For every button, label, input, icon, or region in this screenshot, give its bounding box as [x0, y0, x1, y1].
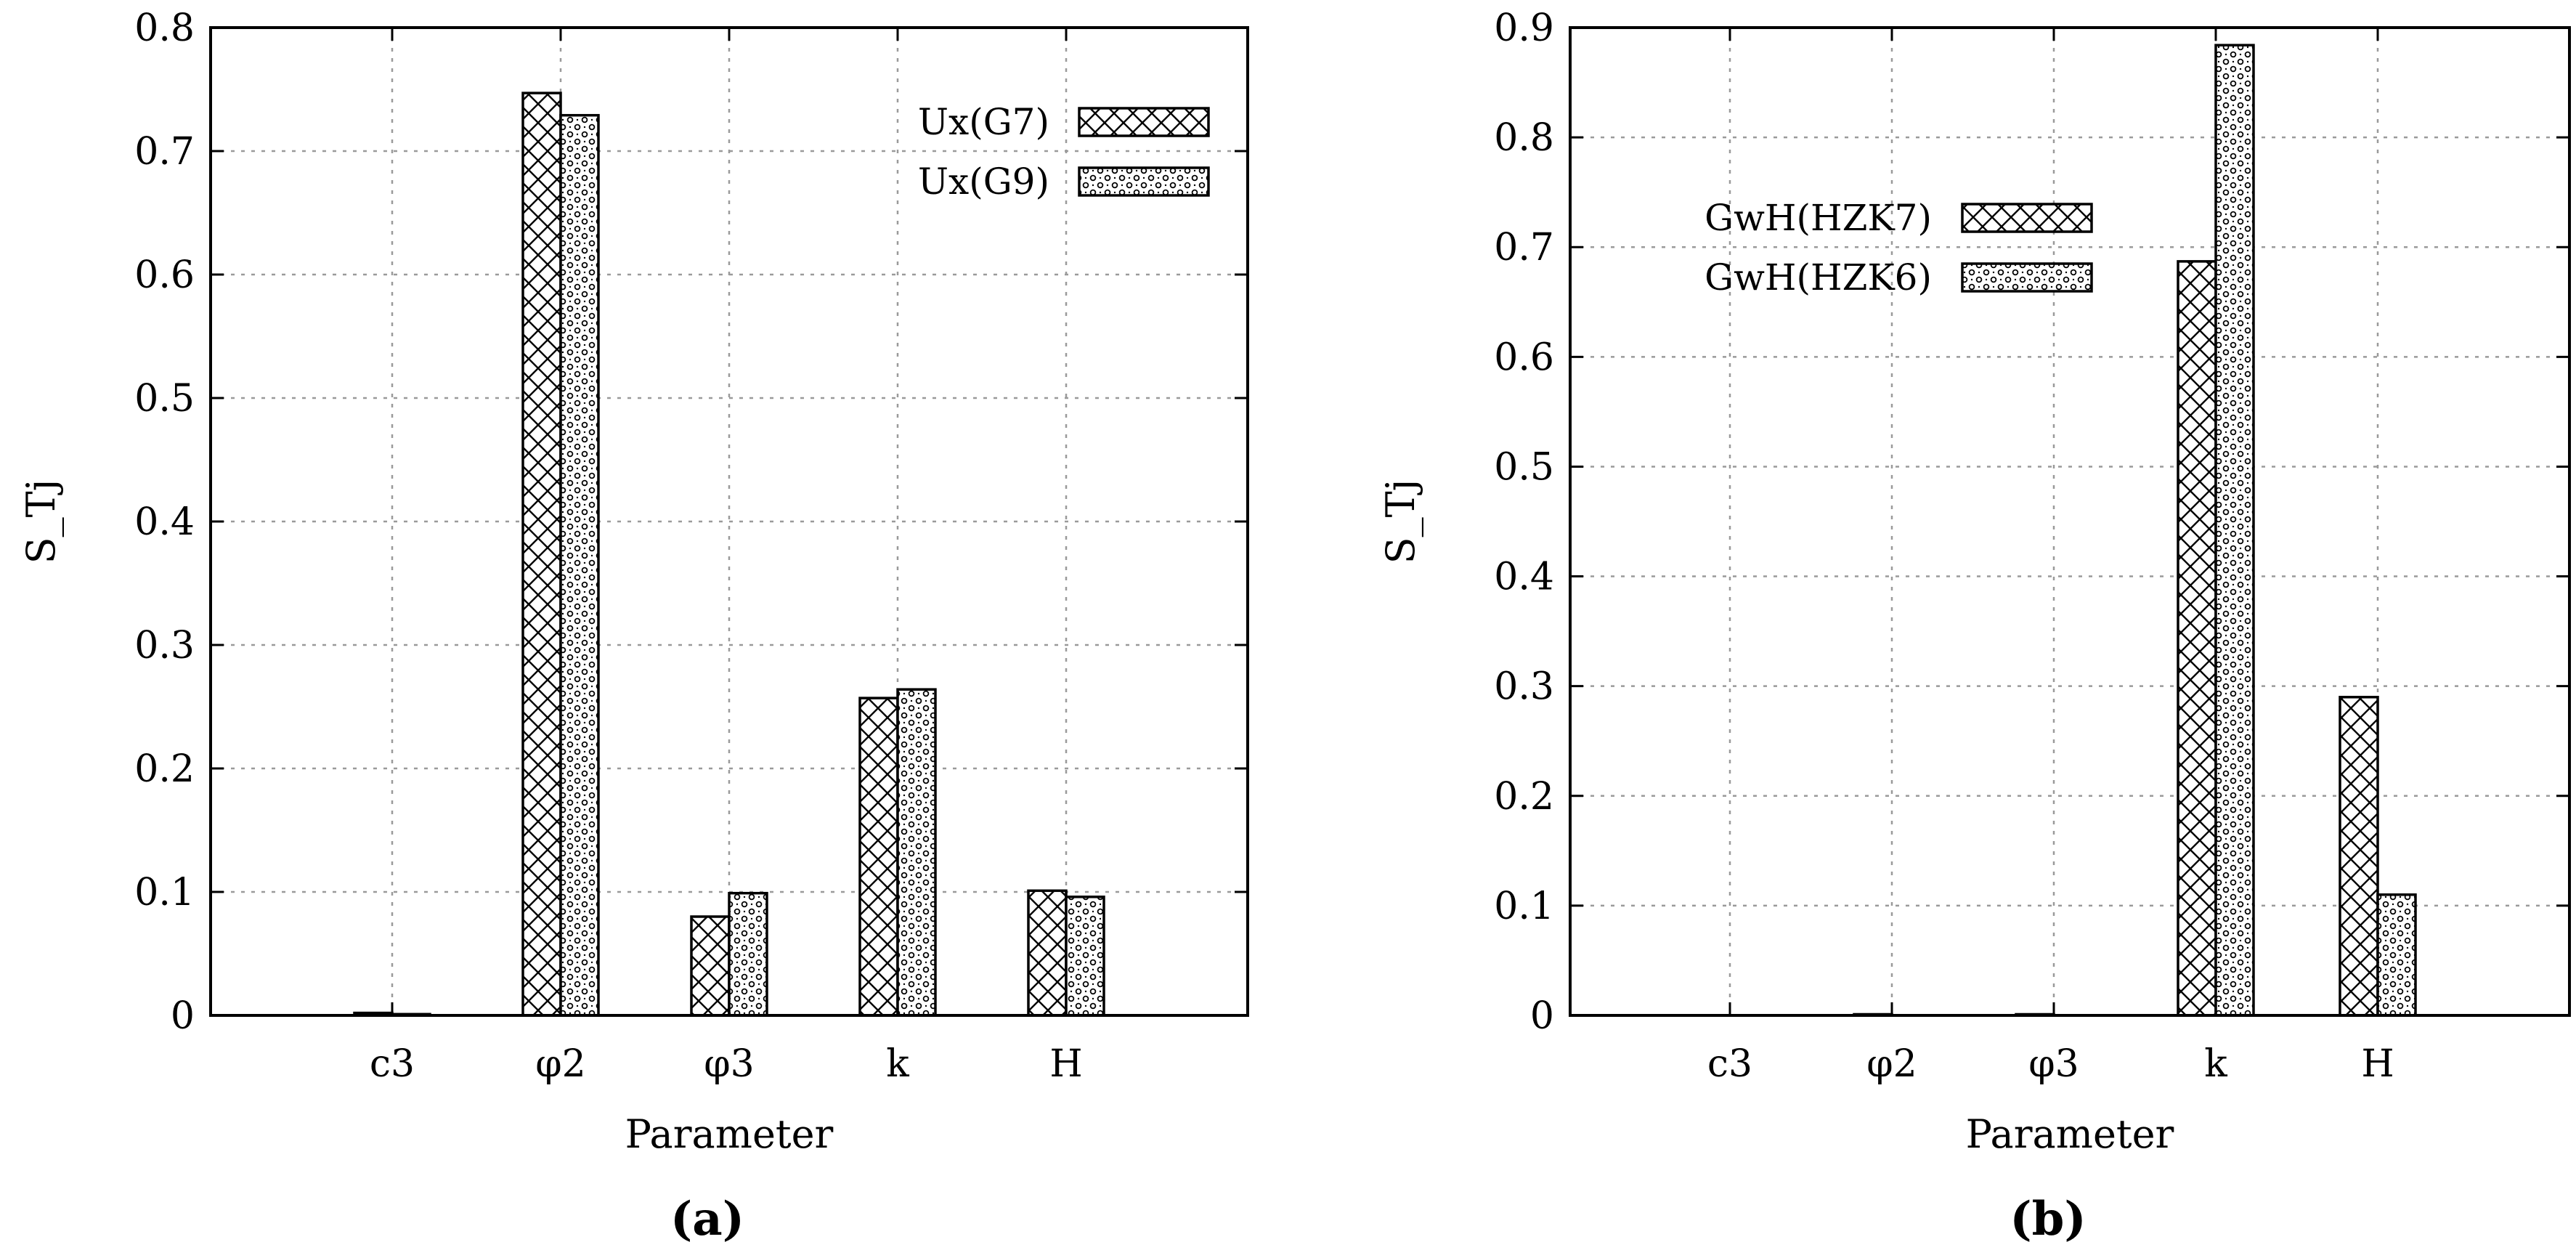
bar-ux-g7--2 — [690, 915, 731, 1017]
y-tick-label: 0.8 — [134, 7, 195, 50]
y-tick-label: 0.2 — [134, 747, 195, 791]
y-tick-label: 0.8 — [1494, 116, 1554, 160]
x-axis-label: Parameter — [625, 1111, 834, 1157]
panel-caption: (b) — [2010, 1192, 2086, 1246]
y-tick-label: 0.1 — [134, 871, 195, 914]
y-tick-label: 0.4 — [1494, 556, 1554, 599]
y-tick-label: 0 — [1530, 994, 1554, 1038]
bar-ux-g7--1 — [521, 92, 562, 1017]
plot-frame — [1569, 26, 2571, 1017]
x-tick-label: k — [2204, 1042, 2227, 1086]
bar-gwh-hzk6--3 — [2214, 44, 2255, 1017]
chart-b: 0 0.1 0.2 0.3 0.4 0.5 0.6 0.7 0.8 0.9 c3 φ2 φ3 k H Para… — [1378, 7, 2571, 1246]
legend-label: GwH(HZK7) — [1705, 197, 1932, 239]
bar-ux-g7--3 — [858, 697, 899, 1017]
y-tick-label: 0.4 — [134, 500, 195, 544]
legend-label: Ux(G9) — [918, 161, 1049, 203]
y-tick-label: 0.3 — [1494, 665, 1554, 709]
bar-ux-g7--4 — [1027, 889, 1068, 1017]
x-tick-label: c3 — [370, 1042, 415, 1086]
x-tick-label: φ3 — [2028, 1042, 2079, 1086]
y-axis-label: S_Tj — [1378, 479, 1423, 564]
x-tick-label: φ2 — [535, 1042, 586, 1086]
x-tick-label: H — [1049, 1042, 1082, 1086]
legend-swatch — [1078, 107, 1210, 137]
x-tick-label: H — [2361, 1042, 2394, 1086]
y-tick-label: 0.7 — [134, 130, 195, 174]
x-tick-label: c3 — [1707, 1042, 1752, 1086]
bar-gwh-hzk6--4 — [2376, 893, 2417, 1017]
bar-ux-g9--3 — [896, 688, 937, 1017]
y-tick-label: 0.9 — [1494, 7, 1554, 50]
y-tick-label: 0.6 — [1494, 336, 1554, 379]
x-tick-label: φ2 — [1866, 1042, 1917, 1086]
y-tick-label: 0.7 — [1494, 226, 1554, 269]
y-tick-label: 0.5 — [134, 377, 195, 421]
x-axis-label: Parameter — [1966, 1111, 2174, 1157]
bar-ux-g9--1 — [559, 113, 600, 1017]
x-tick-label: k — [886, 1042, 909, 1086]
chart-a: 0 0.1 0.2 0.3 0.4 0.5 0.6 0.7 0.8 c3 φ2 φ3 k H Paramet… — [18, 7, 1249, 1246]
legend-swatch — [1961, 262, 2093, 293]
bar-ux-g9--2 — [728, 891, 768, 1017]
y-tick-label: 0 — [171, 994, 195, 1038]
y-tick-label: 0.6 — [134, 253, 195, 297]
legend-label: GwH(HZK6) — [1705, 256, 1932, 299]
y-axis-label: S_Tj — [18, 479, 64, 564]
panel-caption: (a) — [670, 1192, 744, 1246]
y-tick-label: 0.2 — [1494, 775, 1554, 819]
legend-label: Ux(G7) — [918, 101, 1049, 143]
x-tick-label: φ3 — [704, 1042, 755, 1086]
y-tick-label: 0.5 — [1494, 445, 1554, 489]
y-tick-label: 0.3 — [134, 624, 195, 667]
bar-gwh-hzk7--4 — [2339, 696, 2379, 1017]
y-tick-label: 0.1 — [1494, 885, 1554, 928]
bar-ux-g9--4 — [1065, 896, 1105, 1017]
legend-swatch — [1961, 203, 2093, 233]
legend-swatch — [1078, 166, 1210, 197]
bar-gwh-hzk7--3 — [2177, 260, 2217, 1017]
